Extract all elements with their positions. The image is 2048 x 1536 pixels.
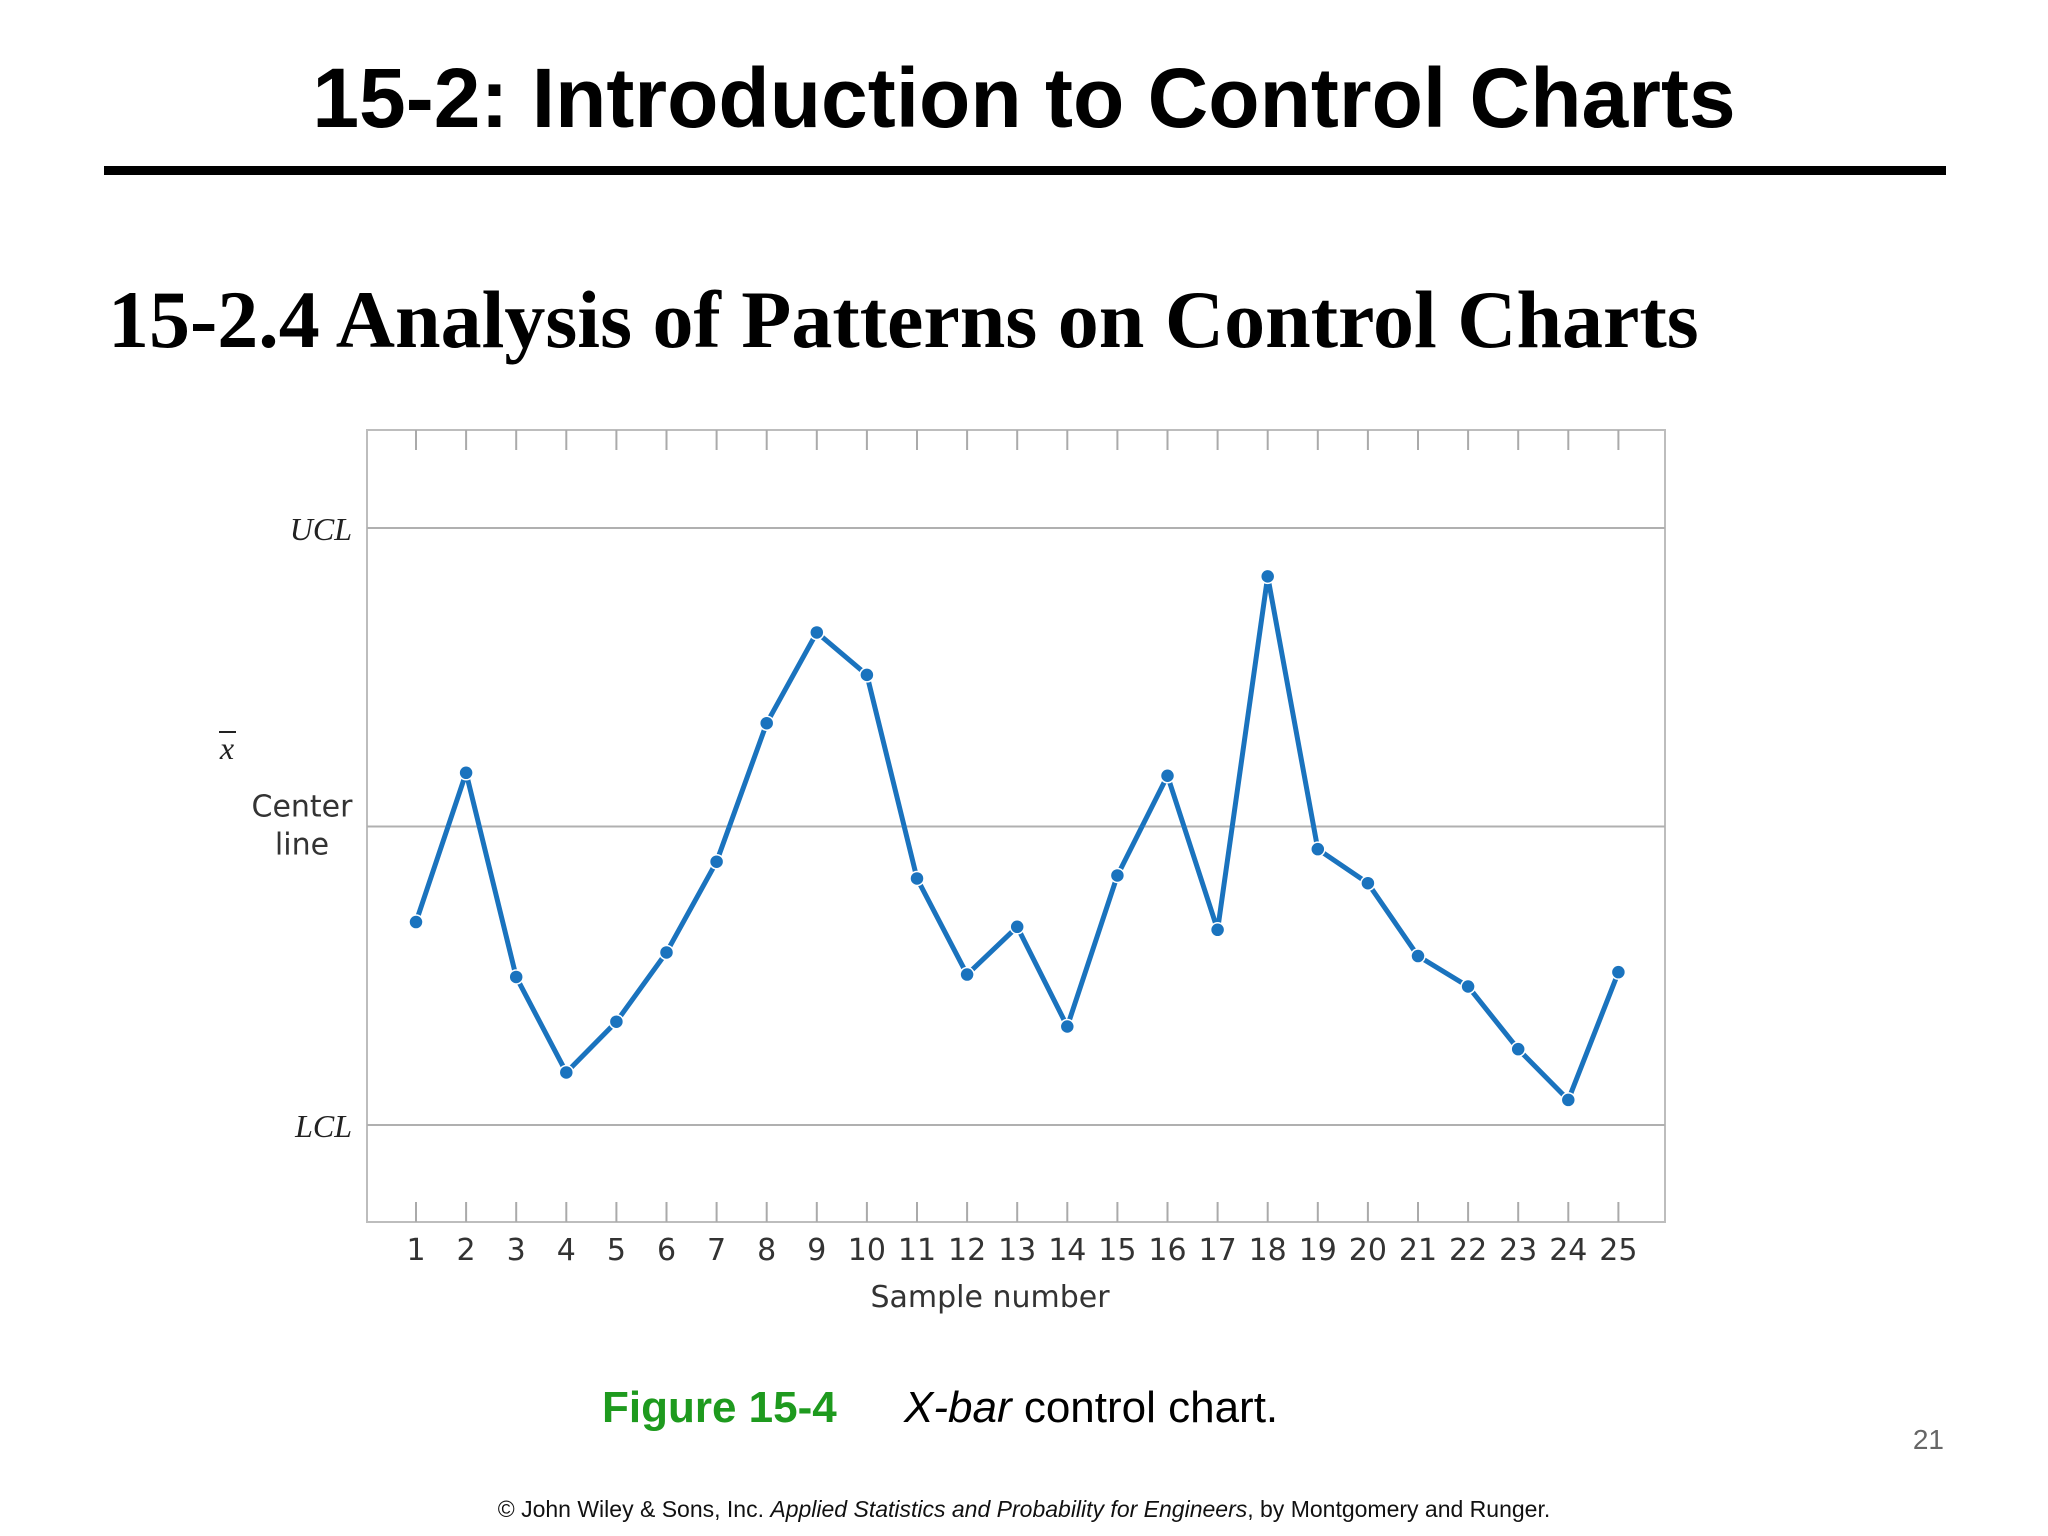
data-point	[809, 624, 825, 641]
figure-description: X-bar control chart.	[904, 1378, 1278, 1438]
x-tick-label: 21	[1399, 1233, 1437, 1268]
data-point	[1109, 867, 1126, 884]
data-point	[758, 715, 775, 731]
x-tick-label: 12	[948, 1233, 986, 1268]
x-tick-label: 5	[607, 1233, 626, 1268]
x-tick-label: 23	[1499, 1233, 1537, 1268]
data-point	[859, 667, 875, 683]
data-point	[408, 914, 424, 930]
slide-title: 15-2: Introduction to Control Charts	[312, 51, 1736, 145]
x-axis-label: Sample number	[870, 1280, 1110, 1315]
data-point	[1310, 841, 1326, 857]
x-tick-label: 22	[1449, 1233, 1487, 1268]
data-point	[1410, 948, 1426, 964]
data-point	[1209, 922, 1226, 938]
data-point	[959, 966, 975, 983]
x-tick-label: 1	[406, 1233, 425, 1268]
x-tick-label: 9	[807, 1233, 826, 1268]
page-number: 21	[1912, 1424, 1944, 1455]
x-tick-label: 6	[657, 1233, 676, 1268]
x-tick-label: 19	[1299, 1233, 1337, 1268]
footer-suffix: , by Montgomery and Runger.	[1247, 1496, 1551, 1522]
data-point	[1610, 964, 1627, 980]
ucl-label: UCL	[290, 511, 352, 547]
x-tick-label: 17	[1199, 1233, 1237, 1268]
x-tick-label: 7	[707, 1233, 726, 1268]
lcl-label: LCL	[294, 1108, 352, 1144]
figure-caption: Figure 15-4 X-bar control chart.	[0, 1378, 2048, 1438]
series-line	[413, 573, 1621, 1103]
x-tick-label: 15	[1098, 1233, 1136, 1268]
x-tick-label: 20	[1349, 1233, 1387, 1268]
x-tick-label: 3	[507, 1233, 526, 1268]
x-tick-label: 2	[457, 1233, 476, 1268]
footer-prefix: © John Wiley & Sons, Inc.	[497, 1496, 771, 1522]
footer-book-title: Applied Statistics and Probability for E…	[770, 1496, 1248, 1522]
x-tick-label: 14	[1048, 1233, 1086, 1268]
x-tick-label: 16	[1148, 1233, 1186, 1268]
data-point	[909, 870, 925, 887]
figure-text: control chart.	[1011, 1383, 1279, 1432]
figure-number: Figure 15-4	[602, 1383, 837, 1432]
data-point	[1560, 1092, 1577, 1108]
data-point	[608, 1013, 625, 1030]
data-point	[658, 944, 675, 961]
data-point	[1360, 875, 1376, 891]
data-point	[508, 969, 524, 985]
data-point	[1059, 1018, 1076, 1035]
section-heading: 15-2.4 Analysis of Patterns on Control C…	[108, 274, 1699, 365]
x-tick-label: 8	[757, 1233, 776, 1268]
x-tick-label: 24	[1549, 1233, 1587, 1268]
data-point	[1460, 978, 1476, 995]
data-point	[1510, 1041, 1526, 1057]
data-point	[558, 1064, 575, 1081]
center-line-label: Center	[252, 790, 354, 825]
y-axis-label: x	[219, 730, 234, 766]
data-point	[1259, 568, 1276, 585]
copyright-footer: © John Wiley & Sons, Inc. Applied Statis…	[0, 1496, 2048, 1523]
x-tick-label: 10	[848, 1233, 886, 1268]
x-tick-label: 25	[1599, 1233, 1637, 1268]
data-point	[708, 853, 725, 870]
data-point	[458, 765, 474, 781]
data-point	[1159, 768, 1176, 784]
x-tick-label: 13	[998, 1233, 1036, 1268]
data-point	[1009, 919, 1025, 935]
x-tick-label: 4	[557, 1233, 576, 1268]
center-line-label: line	[275, 828, 329, 863]
x-tick-label: 11	[898, 1233, 936, 1268]
x-tick-label: 18	[1249, 1233, 1287, 1268]
figure-italic-text: X-bar	[904, 1383, 1012, 1432]
title-divider	[104, 166, 1946, 175]
